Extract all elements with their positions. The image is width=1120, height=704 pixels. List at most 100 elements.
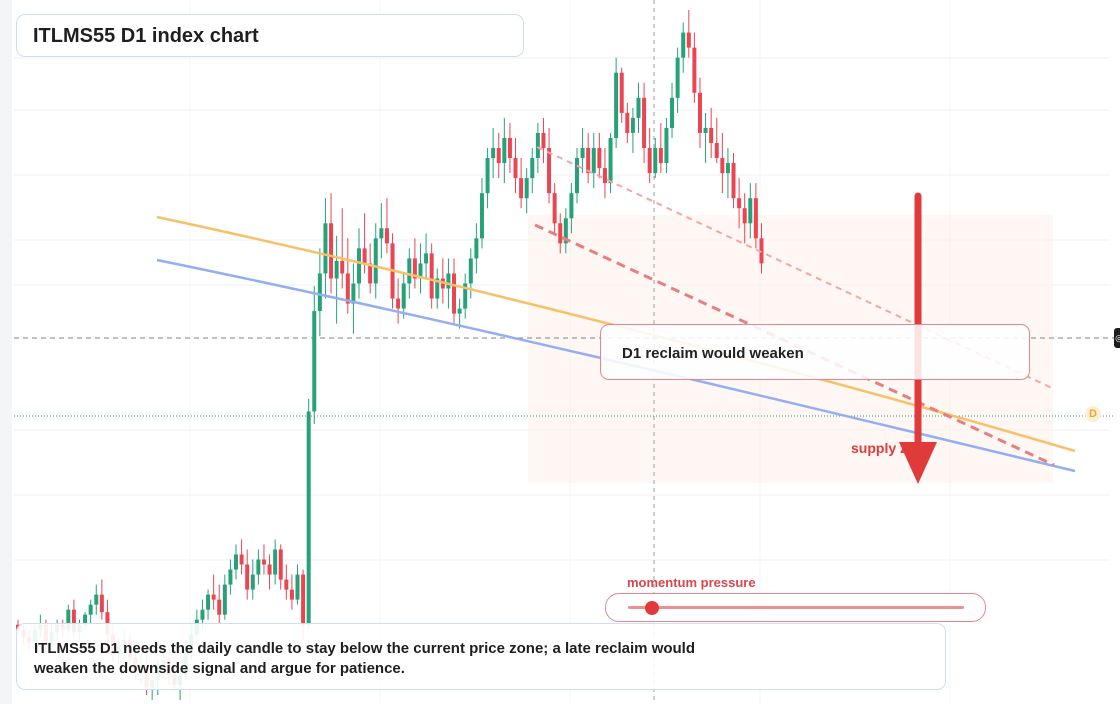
candle [602, 168, 607, 184]
candle [703, 127, 708, 133]
candle [608, 137, 613, 184]
candle [630, 117, 635, 133]
candle [742, 208, 747, 224]
candle [83, 614, 88, 625]
momentum-knob[interactable] [644, 601, 659, 615]
candle [345, 273, 350, 304]
candle [250, 574, 255, 590]
candle [737, 198, 742, 209]
candle [222, 584, 227, 615]
candle [278, 549, 283, 580]
candle [256, 559, 261, 575]
candle [647, 148, 652, 174]
candle [340, 260, 345, 274]
candle [401, 283, 406, 309]
candle [552, 193, 557, 224]
candle [245, 564, 250, 590]
momentum-gauge [605, 593, 986, 622]
momentum-track [628, 606, 964, 609]
supply-zone-label: supply zone [851, 440, 932, 456]
candle [524, 178, 529, 199]
candle [714, 142, 719, 159]
candle [468, 258, 473, 284]
candle [664, 127, 669, 164]
candle [720, 158, 725, 174]
chart-title-card: ITLMS55 D1 index chart [16, 14, 524, 57]
candle [362, 248, 367, 264]
candle [670, 97, 675, 128]
candle [535, 132, 540, 159]
candle [66, 609, 71, 630]
candle [312, 311, 317, 412]
candle [424, 253, 429, 264]
candle [681, 32, 686, 58]
candle [301, 574, 306, 625]
candle [675, 57, 680, 98]
candle [317, 273, 322, 312]
candle [356, 248, 361, 284]
candle [267, 564, 272, 575]
candle [586, 148, 591, 174]
candle [725, 163, 730, 174]
reclaim-label: D1 reclaim would weaken [622, 345, 804, 362]
candle [541, 132, 546, 148]
candle [479, 193, 484, 239]
candle [496, 148, 501, 164]
candle [636, 97, 641, 118]
candle [289, 589, 294, 600]
candle [429, 253, 434, 299]
candle [547, 148, 552, 194]
candle [625, 112, 630, 133]
candle [658, 148, 663, 164]
candle [569, 193, 574, 219]
d-marker-badge[interactable]: D [1085, 406, 1101, 422]
candle [591, 148, 596, 174]
candle [88, 604, 93, 615]
candle [435, 278, 440, 299]
reclaim-callout: D1 reclaim would weaken [600, 324, 1030, 380]
candle [759, 238, 764, 264]
candle [686, 32, 691, 48]
candle [474, 238, 479, 259]
candle [563, 218, 568, 244]
candle [580, 148, 585, 159]
candle [463, 283, 468, 309]
candle [731, 163, 736, 199]
price-axis-edge-icon[interactable]: ◎ [1114, 328, 1120, 348]
candle [71, 609, 76, 633]
candle [412, 258, 417, 279]
candle [507, 137, 512, 159]
candle [234, 554, 239, 570]
candle [491, 148, 496, 159]
candle [418, 263, 423, 279]
candle [446, 273, 451, 289]
analysis-note-card: ITLMS55 D1 needs the daily candle to sta… [16, 623, 946, 690]
candle [329, 223, 334, 279]
candle [94, 594, 99, 605]
candle [211, 594, 216, 600]
candle [239, 554, 244, 565]
candle [379, 228, 384, 239]
candle [530, 158, 535, 179]
candle [748, 198, 753, 224]
candle [228, 569, 233, 585]
candle [558, 223, 563, 244]
candle [217, 599, 222, 615]
candle [273, 549, 278, 575]
candle [206, 594, 211, 610]
candle [513, 158, 518, 179]
candle [384, 228, 389, 244]
candle [261, 559, 266, 565]
candle [753, 198, 758, 239]
candle [642, 97, 647, 148]
candle [396, 298, 401, 309]
candle [284, 579, 289, 590]
candle [575, 158, 579, 194]
candle [295, 574, 300, 600]
candle [306, 411, 311, 625]
candle [709, 127, 714, 143]
down-arrow [899, 192, 937, 484]
candle [502, 137, 507, 164]
candle [373, 238, 378, 284]
left-edge-strip [0, 0, 12, 704]
